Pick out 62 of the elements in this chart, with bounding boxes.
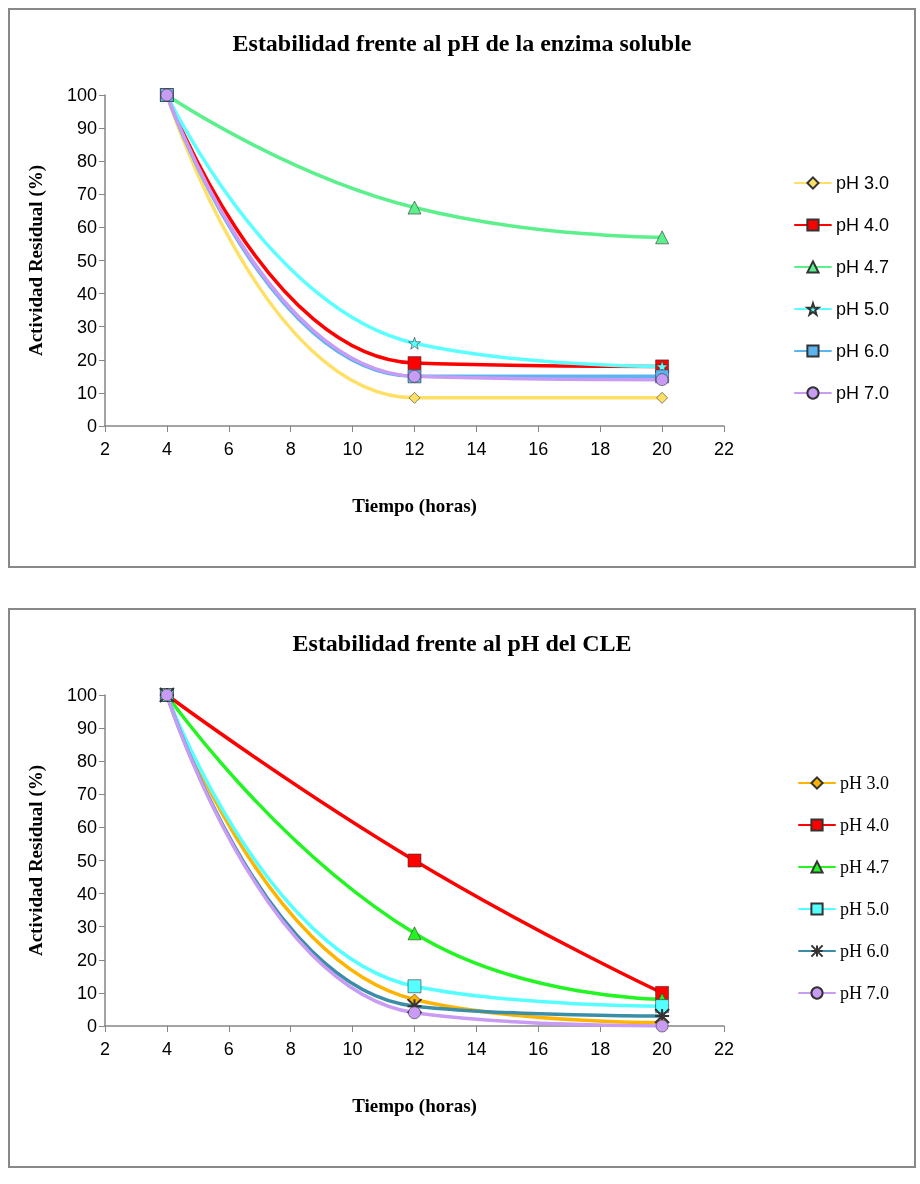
x-tick-label: 12 [404,439,425,459]
x-tick-label: 22 [713,439,735,459]
x-tick-label: 18 [590,439,611,459]
y-tick-label: 0 [86,1016,97,1036]
y-tick-label: 80 [76,151,97,172]
y-tick-label: 40 [76,283,97,304]
chart-title: Estabilidad frente al pH del CLE [292,630,632,656]
y-tick-label: 30 [76,916,97,937]
x-tick-label: 16 [528,1039,549,1059]
y-tick-label: 60 [76,817,97,838]
y-tick-label: 70 [76,184,97,205]
legend-label: pH 6.0 [840,941,889,961]
x-tick-label: 12 [404,1039,425,1059]
x-tick-label: 22 [713,1039,735,1059]
x-tick-label: 2 [99,439,111,459]
y-tick-label: 90 [76,118,97,139]
x-axis-title: Tiempo (horas) [352,1095,477,1117]
y-tick-label: 10 [76,982,97,1003]
x-tick-label: 16 [528,439,549,459]
y-tick-label: 10 [76,382,97,403]
y-tick-label: 60 [76,217,97,238]
y-tick-label: 30 [76,316,97,337]
x-tick-label: 10 [342,439,363,459]
x-tick-label: 20 [652,439,673,459]
legend-label: pH 3.0 [835,173,890,193]
y-tick-label: 0 [86,416,97,436]
x-tick-label: 8 [285,1039,296,1059]
x-tick-label: 8 [285,439,296,459]
y-tick-label: 50 [76,250,97,271]
y-tick-label: 90 [76,718,97,739]
y-tick-label: 20 [76,949,97,970]
legend-label: pH 4.0 [835,215,890,235]
x-tick-label: 14 [466,1039,487,1059]
x-axis-title: Tiempo (horas) [352,495,477,517]
legend-label: pH 6.0 [835,341,890,361]
x-tick-label: 2 [99,1039,111,1059]
x-tick-label: 20 [652,1039,673,1059]
x-tick-label: 6 [223,1039,234,1059]
y-tick-label: 100 [66,85,97,105]
x-tick-label: 18 [590,1039,611,1059]
y-tick-label: 50 [76,850,97,871]
legend-label: pH 3.0 [840,773,889,793]
y-tick-label: 100 [66,685,97,705]
y-axis-title: Actividad Residual (%) [25,164,47,357]
y-tick-label: 40 [76,883,97,904]
x-tick-label: 6 [223,439,234,459]
legend-label: pH 4.7 [835,257,890,277]
legend-label: pH 5.0 [835,299,890,319]
y-tick-label: 20 [76,349,97,370]
legend-label: pH 5.0 [840,899,889,919]
legend-label: pH 7.0 [835,383,890,403]
x-tick-label: 4 [161,1039,172,1059]
y-tick-label: 80 [76,751,97,772]
x-tick-label: 4 [161,439,172,459]
y-tick-label: 70 [76,784,97,805]
chart-title: Estabilidad frente al pH de la enzima soluble [232,30,692,56]
legend-label: pH 4.0 [840,815,889,835]
legend-label: pH 7.0 [840,983,889,1003]
y-axis-title: Actividad Residual (%) [25,764,47,957]
x-tick-label: 10 [342,1039,363,1059]
x-tick-label: 14 [466,439,487,459]
legend-label: pH 4.7 [840,857,889,877]
